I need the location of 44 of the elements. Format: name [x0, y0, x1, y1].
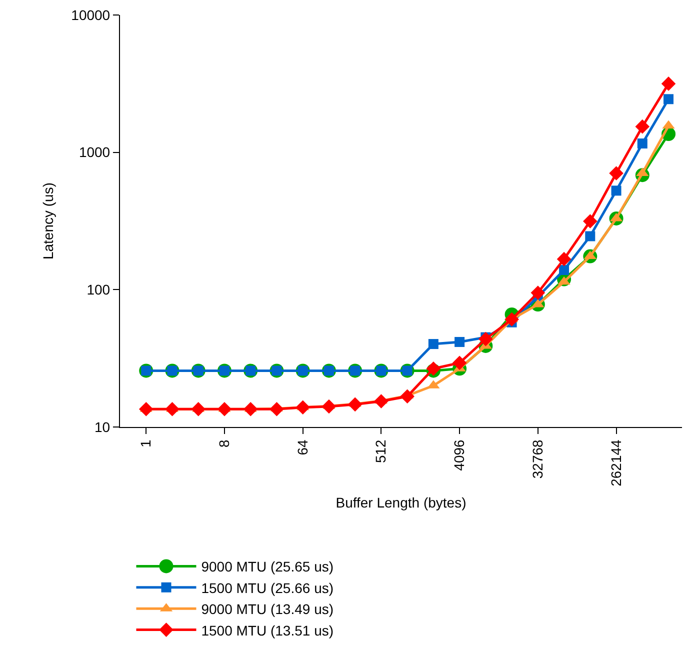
point: [270, 402, 284, 416]
point: [322, 399, 336, 414]
x-tick-label: 1: [138, 439, 154, 448]
point: [138, 402, 154, 416]
y-axis-title: Latency (us): [40, 182, 56, 260]
point: [635, 119, 650, 134]
point: [243, 402, 258, 416]
point: [559, 265, 570, 276]
y-tick-label: 1000: [78, 144, 110, 160]
y-tick-label: 10000: [71, 6, 110, 23]
legend-label: 1500 MTU (25.66 us): [201, 580, 334, 596]
point: [296, 400, 310, 415]
x-tick-label: 262144: [608, 439, 624, 486]
x-tick-label: 32768: [529, 439, 546, 479]
x-tick-label: 4096: [451, 440, 468, 471]
point: [504, 312, 519, 326]
point: [585, 231, 596, 242]
legend-label: 9000 MTU (13.49 us): [201, 601, 334, 618]
y-tick-label: 100: [86, 282, 110, 298]
point: [428, 339, 438, 350]
point: [165, 402, 180, 416]
point: [637, 138, 648, 148]
point: [664, 94, 674, 104]
point: [556, 252, 572, 266]
point: [661, 76, 676, 91]
point: [452, 356, 467, 370]
y-tick-label: 10: [94, 418, 110, 435]
x-tick-label: 512: [372, 439, 389, 464]
x-tick-label: 64: [294, 439, 310, 456]
x-axis-title: Buffer Length (bytes): [336, 494, 466, 511]
point: [454, 336, 465, 347]
point: [374, 394, 388, 408]
point: [611, 186, 622, 196]
legend-label: 9000 MTU (25.65 us): [201, 558, 334, 575]
point: [609, 166, 624, 180]
point: [478, 332, 493, 346]
point: [217, 402, 232, 416]
x-tick-label: 8: [216, 439, 232, 448]
point: [583, 214, 598, 228]
legend-label: 1500 MTU (13.51 us): [201, 622, 334, 638]
point: [348, 397, 362, 412]
point: [530, 286, 546, 300]
point: [400, 389, 414, 404]
point: [191, 402, 206, 416]
